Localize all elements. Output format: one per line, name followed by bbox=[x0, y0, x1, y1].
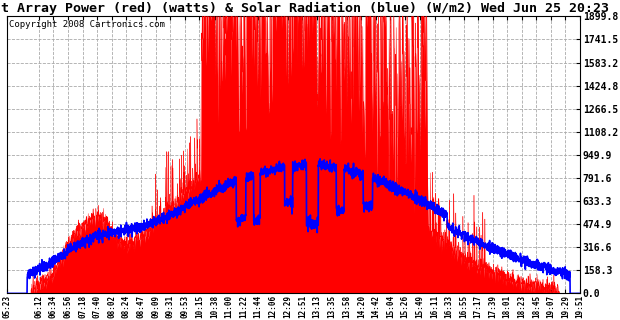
Text: Copyright 2008 Cartronics.com: Copyright 2008 Cartronics.com bbox=[9, 20, 166, 29]
Title: East Array Power (red) (watts) & Solar Radiation (blue) (W/m2) Wed Jun 25 20:23: East Array Power (red) (watts) & Solar R… bbox=[0, 2, 609, 15]
